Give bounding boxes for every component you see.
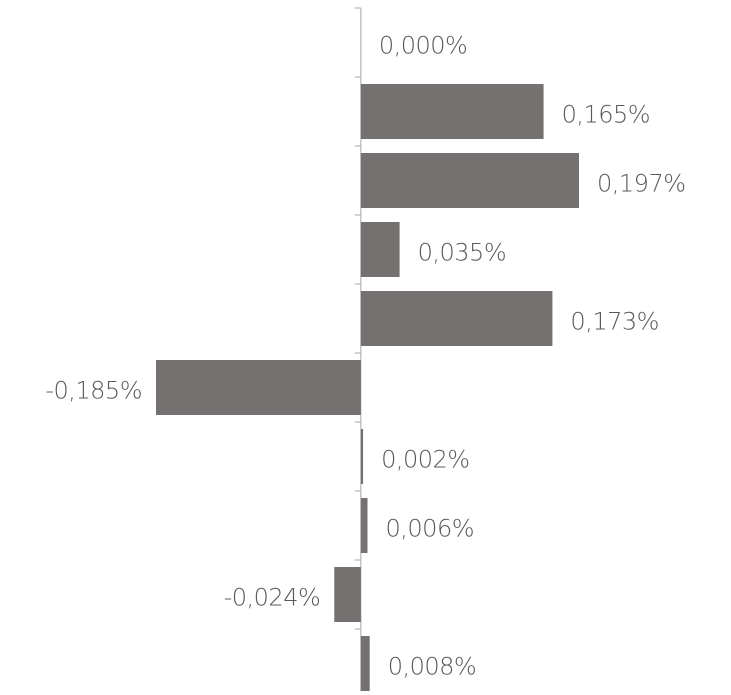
bar <box>360 429 364 484</box>
data-label: -0,185% <box>45 377 142 405</box>
bar <box>334 567 361 622</box>
data-label: 0,008% <box>388 653 477 681</box>
data-label: 0,197% <box>597 170 686 198</box>
bar <box>360 291 553 346</box>
data-label: 0,002% <box>381 446 470 474</box>
bar <box>360 636 370 691</box>
bar <box>360 153 579 208</box>
data-label: 0,035% <box>418 239 507 267</box>
bar <box>156 360 361 415</box>
data-label: 0,000% <box>379 32 468 60</box>
bar <box>360 84 544 139</box>
data-label: 0,006% <box>386 515 475 543</box>
bar <box>360 222 400 277</box>
data-label: -0,024% <box>224 584 321 612</box>
data-label: 0,173% <box>570 308 659 336</box>
data-label: 0,165% <box>562 101 651 129</box>
bar <box>360 498 368 553</box>
